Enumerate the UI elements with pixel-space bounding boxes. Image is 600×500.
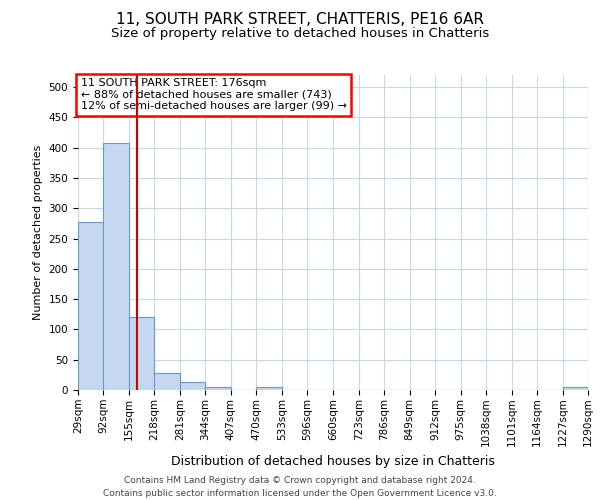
Bar (78, 222, 103, 390)
Bar (129, 318, 154, 390)
Text: 11 SOUTH PARK STREET: 176sqm
← 88% of detached houses are smaller (743)
12% of s: 11 SOUTH PARK STREET: 176sqm ← 88% of de… (80, 78, 347, 112)
Text: Contains HM Land Registry data © Crown copyright and database right 2024.
Contai: Contains HM Land Registry data © Crown c… (103, 476, 497, 498)
Bar (180, 382, 205, 390)
Bar (154, 373, 180, 390)
Bar (256, 387, 282, 390)
Bar (103, 144, 129, 390)
Bar (205, 387, 231, 390)
X-axis label: Distribution of detached houses by size in Chatteris: Distribution of detached houses by size … (171, 454, 495, 468)
Bar (563, 387, 588, 390)
Text: Size of property relative to detached houses in Chatteris: Size of property relative to detached ho… (111, 28, 489, 40)
Text: 11, SOUTH PARK STREET, CHATTERIS, PE16 6AR: 11, SOUTH PARK STREET, CHATTERIS, PE16 6… (116, 12, 484, 28)
Y-axis label: Number of detached properties: Number of detached properties (33, 145, 43, 320)
